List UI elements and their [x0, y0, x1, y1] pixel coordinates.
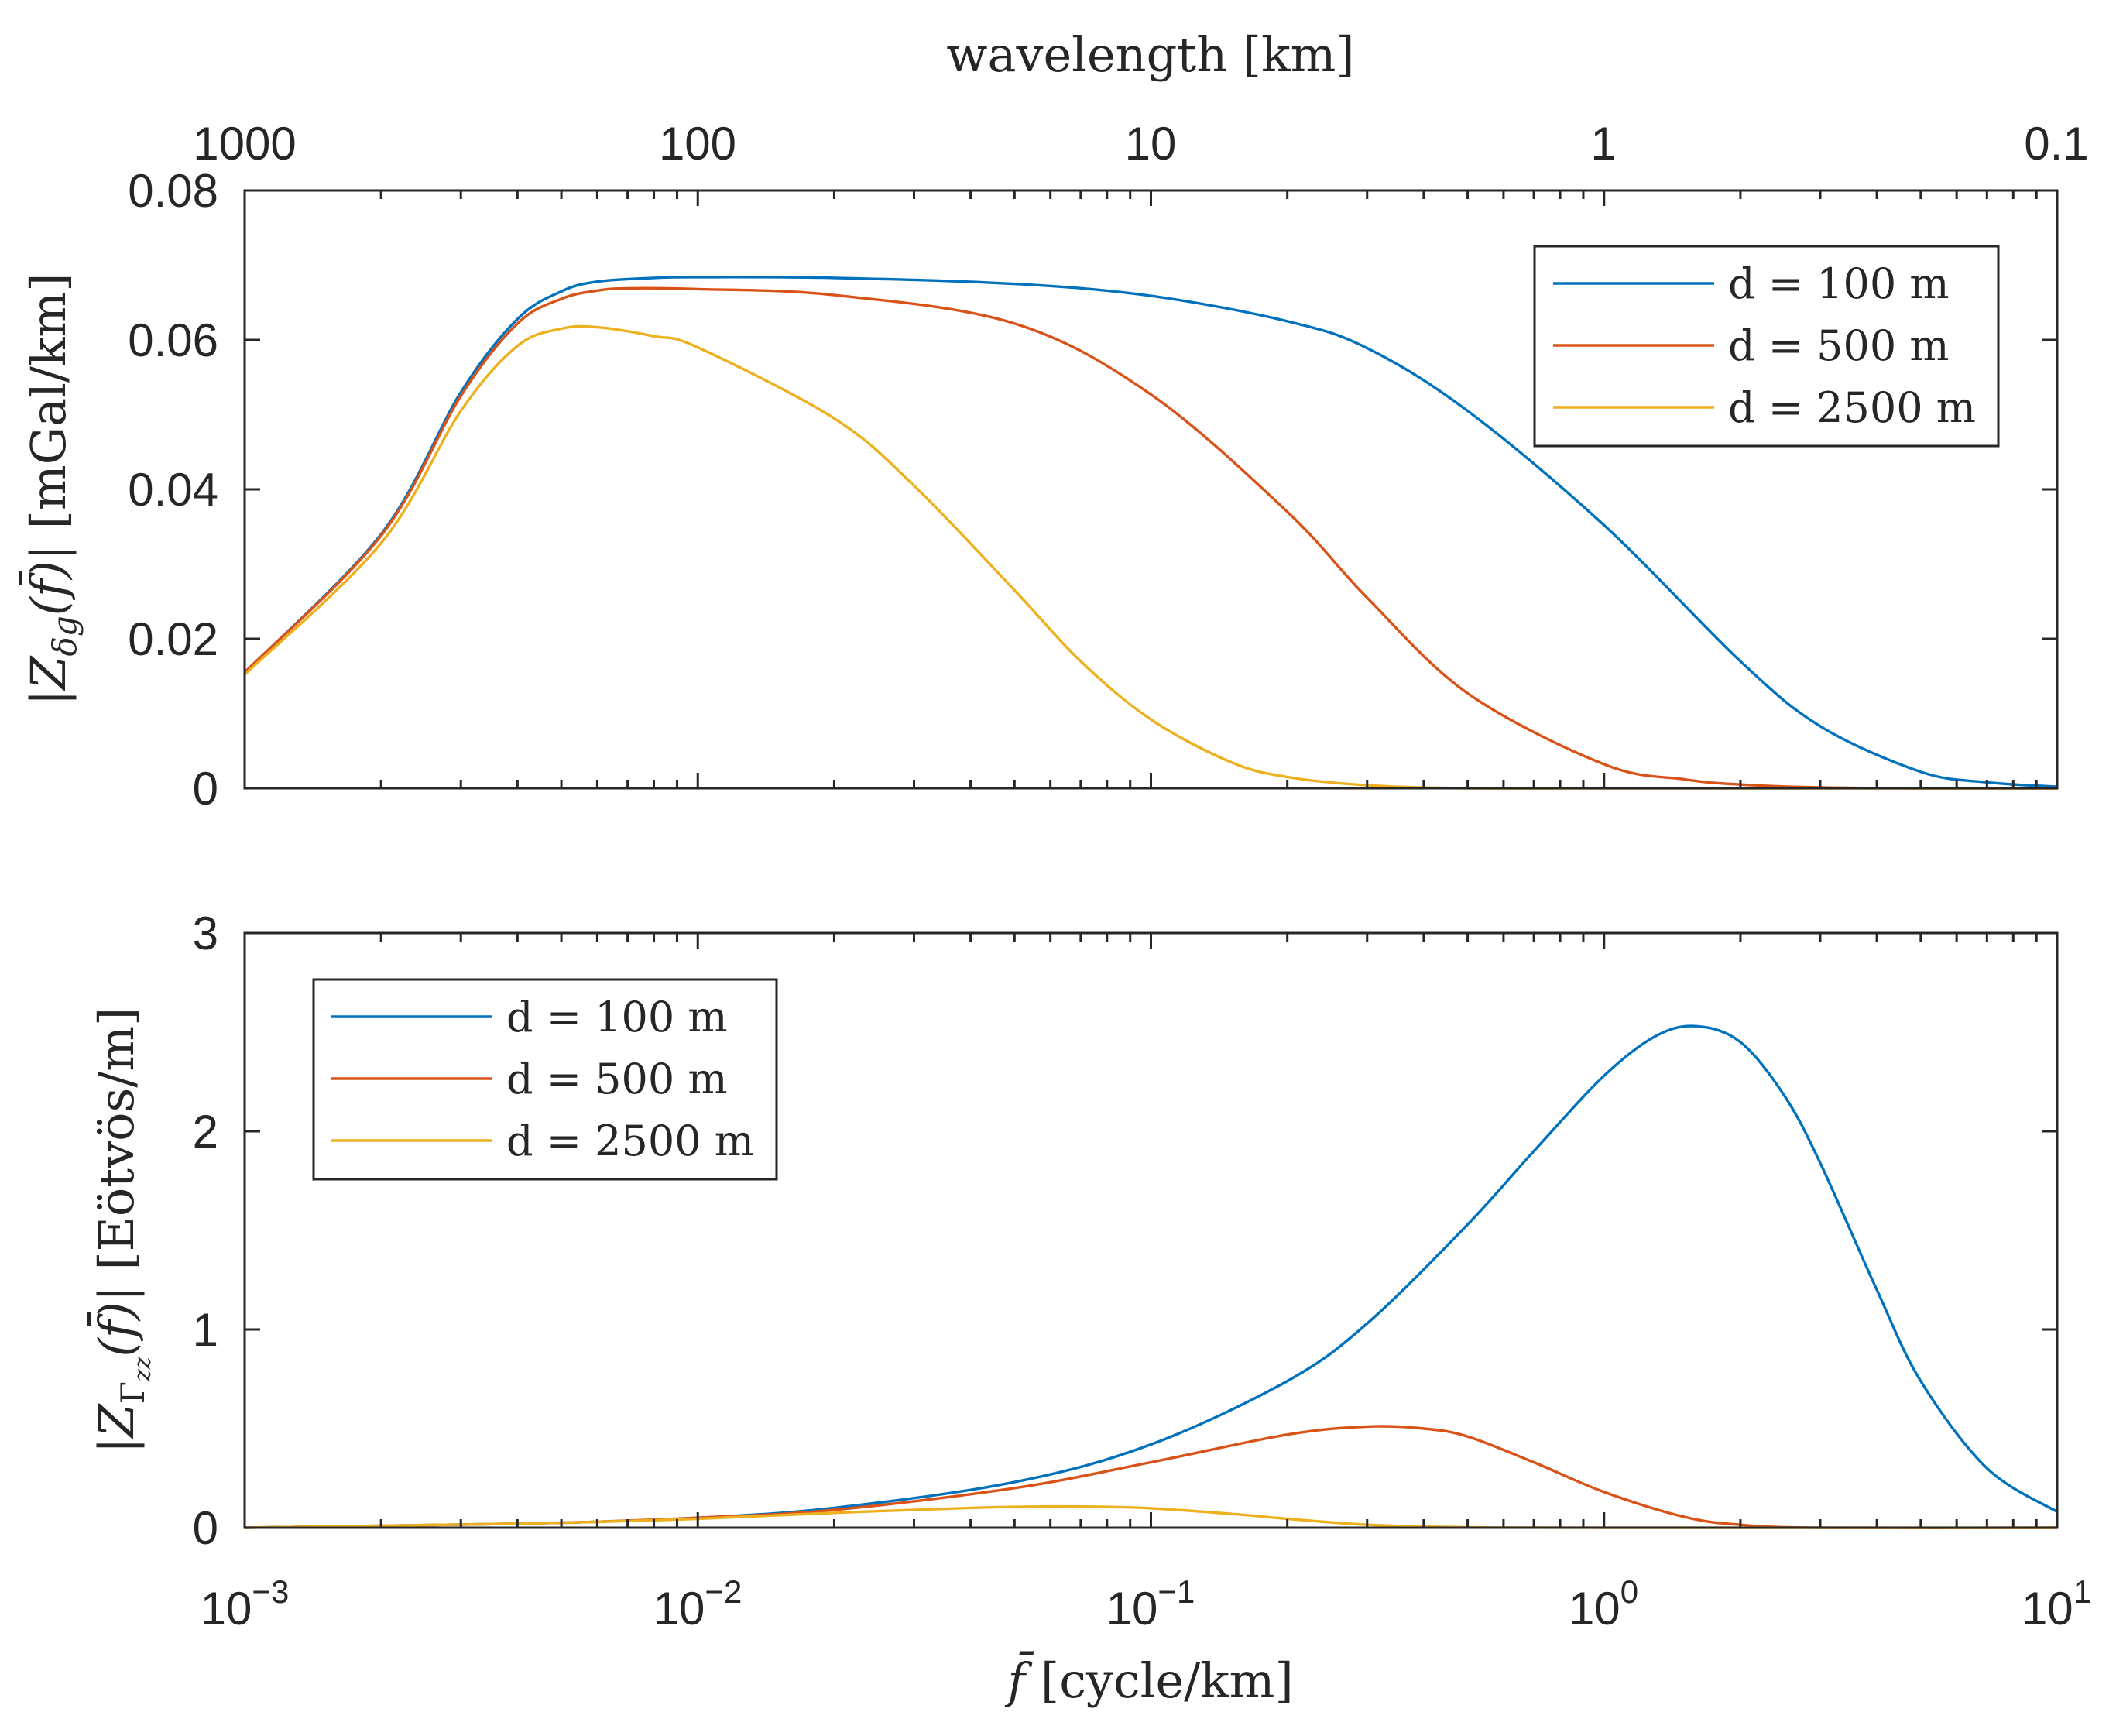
top-legend-label-500m: d = 500 m [1728, 321, 1950, 370]
top-x-axis-title: wavelength [km] [946, 26, 1354, 83]
top-ticks-group [243, 189, 2059, 790]
bottom-x-tick-label: 10−1 [1106, 1573, 1195, 1635]
bottom-ticks-group [243, 931, 2059, 1529]
top-y-axis-title: |Zδg(f̄)| [mGal/km] [19, 273, 84, 706]
top-x-tick-label: 1 [1590, 118, 1616, 170]
bottom-x-tick-label: 10−2 [653, 1573, 742, 1635]
top-y-tick-label: 0.04 [128, 464, 218, 516]
top-x-tick-label: 1000 [193, 118, 296, 170]
bottom-y-tick-label: 1 [193, 1304, 218, 1356]
top-legend-label-2500m: d = 2500 m [1728, 383, 1976, 432]
top-y-tick-label: 0.08 [128, 165, 218, 217]
top-legend: d = 100 m d = 500 m d = 2500 m [1533, 245, 2000, 448]
top-x-tick-label: 0.1 [2024, 118, 2088, 170]
bottom-x-tick-label: 100 [1569, 1573, 1638, 1635]
top-x-tick-label: 10 [1125, 118, 1177, 170]
bottom-legend: d = 100 m d = 500 m d = 2500 m [312, 978, 778, 1181]
bottom-y-tick-label: 3 [193, 907, 218, 959]
top-y-tick-label: 0 [193, 763, 218, 815]
bottom-x-tick-label: 101 [2022, 1573, 2091, 1635]
bottom-panel: 0 1 2 3 10−3 10−2 10−1 100 101 f̄ [cycle… [87, 907, 2091, 1709]
bottom-y-tick-label: 2 [193, 1106, 218, 1158]
bottom-legend-label-2500m: d = 2500 m [506, 1117, 754, 1165]
top-y-tick-label: 0.06 [128, 314, 218, 366]
top-series-line-100m [243, 276, 2058, 788]
bottom-y-tick-label: 0 [193, 1502, 218, 1554]
bottom-plot-frame [243, 931, 2059, 1529]
top-y-tick-label: 0.02 [128, 613, 218, 665]
top-legend-label-100m: d = 100 m [1728, 259, 1950, 308]
top-panel: wavelength [km] 1000 100 10 1 0.1 0 0.02… [19, 26, 2089, 815]
top-x-tick-label: 100 [659, 118, 736, 170]
bottom-legend-label-100m: d = 100 m [506, 993, 728, 1041]
bottom-x-tick-label: 10−3 [201, 1573, 290, 1635]
top-plot-frame [243, 189, 2059, 790]
bottom-y-axis-title: |ZΓzz(f̄)| [Eötvös/m] [87, 1007, 156, 1453]
top-series-line-500m [243, 286, 2058, 790]
bottom-x-axis-title: f̄ [cycle/km] [1004, 1651, 1293, 1709]
bottom-legend-label-500m: d = 500 m [506, 1055, 728, 1103]
